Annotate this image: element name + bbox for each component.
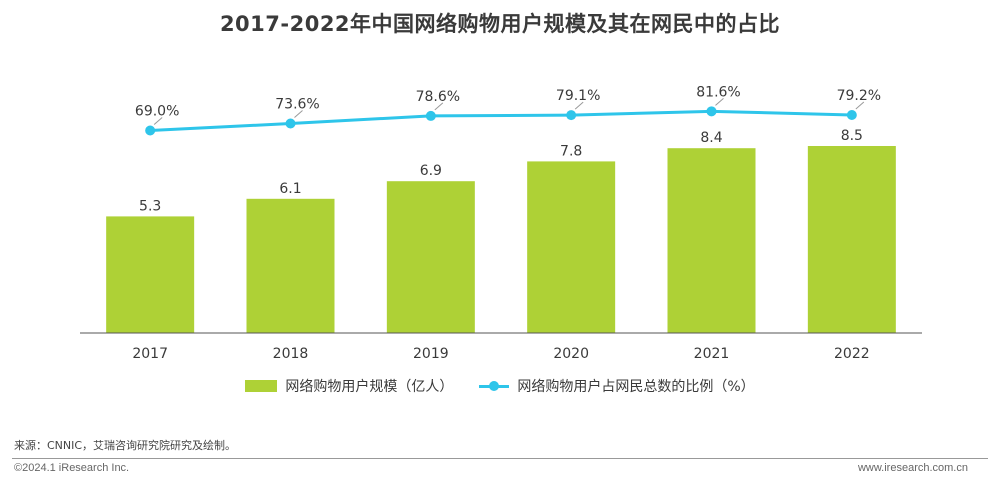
line-point-2019 bbox=[425, 110, 436, 121]
bar-2019 bbox=[386, 181, 475, 333]
source-note: 来源：CNNIC，艾瑞咨询研究院研究及绘制。 bbox=[14, 439, 237, 452]
bar-label-2022: 8.5 bbox=[841, 128, 863, 144]
x-tick-2022: 2022 bbox=[834, 346, 870, 362]
line-label-leader-2022 bbox=[855, 101, 865, 110]
legend-label-line: 网络购物用户占网民总数的比例（%） bbox=[517, 379, 755, 395]
line-point-2017 bbox=[145, 125, 156, 136]
line-label-leader-2019 bbox=[434, 102, 444, 111]
line-label-2017: 69.0% bbox=[135, 104, 179, 120]
bar-2017 bbox=[106, 216, 195, 333]
legend-swatch-line bbox=[479, 380, 510, 392]
x-tick-2021: 2021 bbox=[694, 346, 730, 362]
line-label-2021: 81.6% bbox=[696, 84, 740, 100]
bar-2020 bbox=[527, 161, 616, 333]
series-line bbox=[150, 109, 852, 132]
line-label-leader-2020 bbox=[574, 101, 584, 110]
bar-label-2020: 7.8 bbox=[560, 143, 582, 159]
legend: 网络购物用户规模（亿人） 网络购物用户占网民总数的比例（%） bbox=[0, 376, 1000, 396]
legend-item-line[interactable]: 网络购物用户占网民总数的比例（%） bbox=[479, 376, 755, 396]
line-label-2018: 73.6% bbox=[275, 97, 319, 113]
bar-label-2019: 6.9 bbox=[420, 163, 442, 179]
bar-label-2021: 8.4 bbox=[700, 130, 722, 146]
website-link[interactable]: www.iresearch.com.cn bbox=[857, 462, 968, 474]
bar-2022 bbox=[807, 146, 896, 333]
chart-title: 2017-2022年中国网络购物用户规模及其在网民中的占比 bbox=[219, 12, 781, 36]
x-tick-2018: 2018 bbox=[273, 346, 309, 362]
legend-swatch-bar bbox=[245, 380, 278, 392]
legend-item-bar[interactable]: 网络购物用户规模（亿人） bbox=[245, 376, 453, 396]
x-tick-2020: 2020 bbox=[553, 346, 589, 362]
line-point-2018 bbox=[285, 118, 296, 129]
x-tick-2017: 2017 bbox=[132, 346, 168, 362]
line-point-2022 bbox=[846, 109, 857, 120]
bar-2021 bbox=[667, 148, 756, 333]
line-point-2020 bbox=[566, 110, 577, 121]
line-point-2021 bbox=[706, 106, 717, 117]
footer-divider bbox=[12, 458, 988, 459]
line-label-leader-2018 bbox=[294, 110, 303, 118]
legend-label-bar: 网络购物用户规模（亿人） bbox=[285, 379, 454, 395]
line-label-leader-2017 bbox=[153, 117, 163, 125]
copyright: ©2024.1 iResearch Inc. bbox=[14, 462, 130, 474]
bar-2018 bbox=[246, 198, 335, 333]
line-label-2022: 79.2% bbox=[837, 88, 881, 104]
line-label-2020: 79.1% bbox=[556, 88, 600, 104]
bar-label-2018: 6.1 bbox=[279, 181, 301, 197]
x-tick-2019: 2019 bbox=[413, 346, 449, 362]
line-label-leader-2021 bbox=[715, 97, 724, 106]
bar-label-2017: 5.3 bbox=[139, 198, 161, 214]
line-label-2019: 78.6% bbox=[416, 89, 460, 105]
